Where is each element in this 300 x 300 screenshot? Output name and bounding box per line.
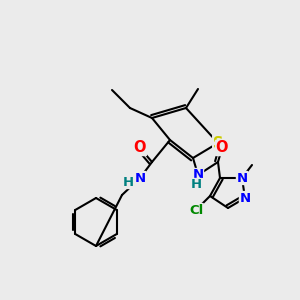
- Text: O: O: [134, 140, 146, 155]
- Text: H: H: [122, 176, 134, 188]
- Text: N: N: [239, 191, 250, 205]
- Text: N: N: [236, 172, 247, 184]
- Text: O: O: [216, 140, 228, 155]
- Text: H: H: [190, 178, 202, 191]
- Text: Cl: Cl: [189, 203, 203, 217]
- Text: N: N: [192, 169, 204, 182]
- Text: N: N: [134, 172, 146, 184]
- Text: S: S: [213, 136, 223, 151]
